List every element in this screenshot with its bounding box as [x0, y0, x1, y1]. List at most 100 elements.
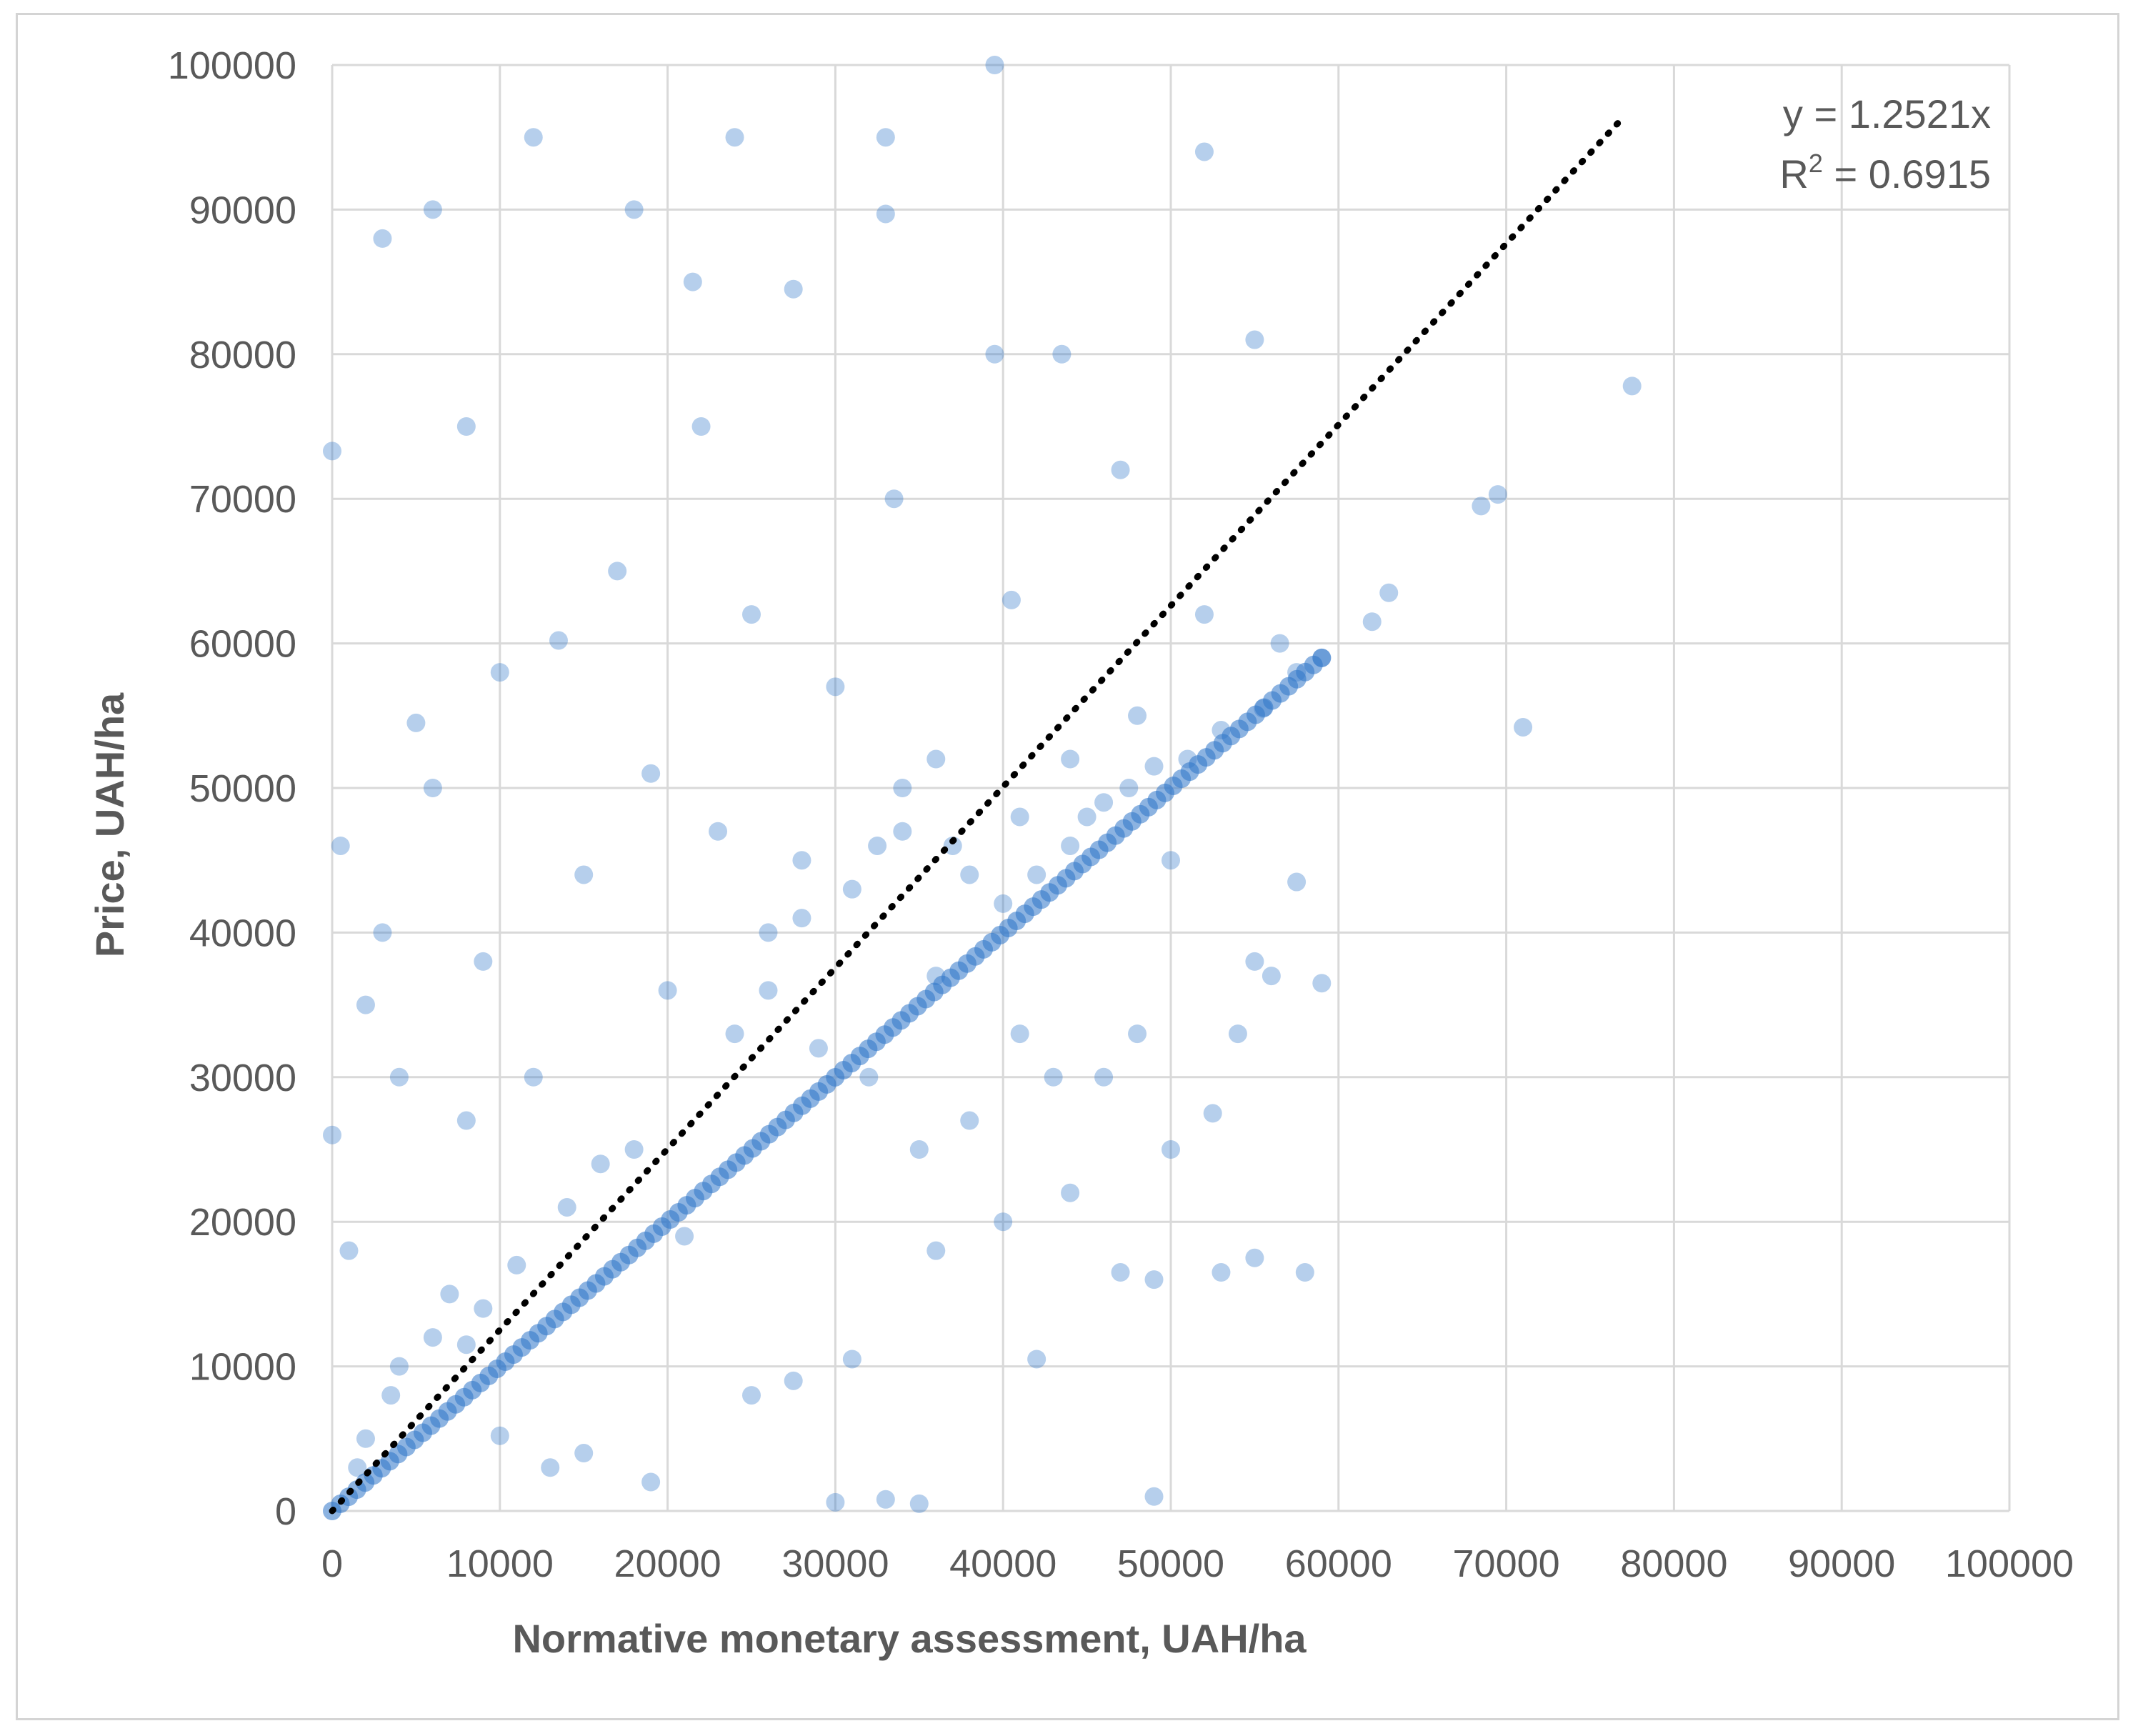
data-point-119: [675, 1227, 694, 1246]
data-points: [323, 56, 1642, 1520]
data-point-89: [574, 865, 594, 884]
data-point-24: [1162, 851, 1180, 870]
data-point-84: [557, 1197, 576, 1217]
data-point-85: [591, 1154, 610, 1174]
data-point-39: [541, 1458, 560, 1477]
data-point-32: [1472, 497, 1491, 516]
data-point-38: [641, 1472, 661, 1492]
x-tick-label-6: 60000: [1285, 1542, 1392, 1585]
data-point-101: [994, 894, 1013, 913]
data-point-58: [1094, 1067, 1114, 1087]
y-tick-label-7: 70000: [189, 478, 296, 521]
data-point-75: [389, 1357, 409, 1376]
y-tick-label-5: 50000: [189, 767, 296, 810]
data-point-104: [1061, 836, 1080, 855]
data-point-10: [792, 851, 811, 870]
data-point-100: [960, 865, 979, 884]
data-point-18: [985, 344, 1004, 364]
data-point-71: [373, 229, 392, 248]
data-point-4: [549, 631, 568, 650]
data-point-42: [842, 1350, 861, 1369]
data-point-1: [406, 713, 426, 732]
data-point-79: [440, 1284, 459, 1304]
y-axis-tick-labels: 0 10000 20000 30000 40000 50000 60000 70000 8000…: [168, 44, 296, 1533]
data-point-120: [909, 1140, 929, 1159]
data-point-29: [1270, 634, 1289, 653]
data-point-105: [1077, 807, 1097, 827]
data-point-107: [1119, 779, 1139, 797]
data-point-57: [1162, 1140, 1180, 1159]
r-squared-prefix: R: [1779, 151, 1808, 196]
data-point-9: [784, 279, 803, 299]
data-point-118: [389, 1067, 409, 1087]
data-point-13: [876, 128, 895, 147]
data-point-66: [339, 1241, 359, 1260]
y-tick-label-8: 80000: [189, 334, 296, 376]
data-point-87: [524, 1067, 543, 1087]
data-point-93: [759, 981, 778, 1000]
data-point-11: [826, 677, 845, 697]
data-point-35: [1622, 376, 1642, 396]
data-point-40: [742, 1386, 761, 1405]
data-point-122: [1010, 1024, 1029, 1044]
data-point-73: [759, 923, 778, 942]
data-point-12: [859, 1067, 879, 1087]
data-point-48: [1144, 1270, 1164, 1289]
data-point-56: [1287, 872, 1307, 892]
data-point-60: [826, 1492, 845, 1512]
data-point-106: [1094, 793, 1114, 812]
data-point-74: [809, 1039, 828, 1058]
data-point-83: [507, 1255, 526, 1274]
data-point-14: [876, 204, 895, 224]
data-point-34: [1514, 717, 1533, 737]
data-point-36: [490, 1426, 509, 1445]
gridlines: [331, 64, 2011, 1512]
trendline-r-squared: R2 = 0.6915: [1779, 149, 1991, 196]
x-tick-label-4: 40000: [949, 1542, 1056, 1585]
data-point-102: [1010, 807, 1029, 827]
data-point-55: [1312, 974, 1332, 993]
data-point-92: [725, 1024, 744, 1044]
data-point-69: [423, 200, 442, 219]
data-point-51: [1295, 1263, 1314, 1282]
data-point-62: [909, 1494, 929, 1513]
data-point-44: [994, 1212, 1013, 1232]
scatter-chart: 0 10000 20000 30000 40000 50000 60000 70000 8000…: [87, 44, 2074, 1661]
data-point-8: [742, 605, 761, 624]
x-tick-label-2: 20000: [614, 1542, 721, 1585]
data-point-61: [876, 1490, 895, 1509]
x-tick-label-8: 80000: [1620, 1542, 1727, 1585]
data-point-64: [373, 923, 392, 942]
r-squared-superscript: 2: [1809, 149, 1823, 178]
data-point-50: [1245, 1248, 1264, 1267]
y-tick-label-4: 40000: [189, 912, 296, 954]
data-point-22: [1111, 460, 1130, 479]
x-axis-title: Normative monetary assessment, UAH/ha: [512, 1616, 1307, 1661]
data-point-86: [624, 1140, 644, 1159]
data-point-0: [323, 442, 341, 461]
data-point-72: [691, 417, 711, 436]
x-tick-label-0: 0: [321, 1542, 343, 1585]
data-point-3: [524, 128, 543, 147]
data-point-52: [1203, 1104, 1222, 1123]
y-tick-label-3: 30000: [189, 1057, 296, 1099]
data-point-88: [474, 952, 493, 971]
data-point-123: [1044, 1067, 1063, 1087]
data-point-108: [1144, 757, 1164, 776]
data-point-47: [1111, 1263, 1130, 1282]
data-point-49: [1212, 1263, 1231, 1282]
y-tick-label-0: 0: [275, 1490, 296, 1533]
y-axis-title: Price, UAH/ha: [87, 692, 132, 957]
data-point-77: [456, 1335, 476, 1355]
data-point-63: [1144, 1487, 1164, 1506]
data-point-97: [893, 822, 912, 841]
data-point-25: [1194, 142, 1214, 161]
data-point-43: [926, 1241, 946, 1260]
data-point-28: [1245, 330, 1264, 349]
data-point-96: [868, 836, 887, 855]
data-point-116: [490, 663, 509, 682]
data-point-20: [1052, 344, 1072, 364]
data-point-99: [943, 836, 962, 855]
y-tick-label-9: 90000: [189, 189, 296, 231]
data-point-121: [960, 1111, 979, 1130]
